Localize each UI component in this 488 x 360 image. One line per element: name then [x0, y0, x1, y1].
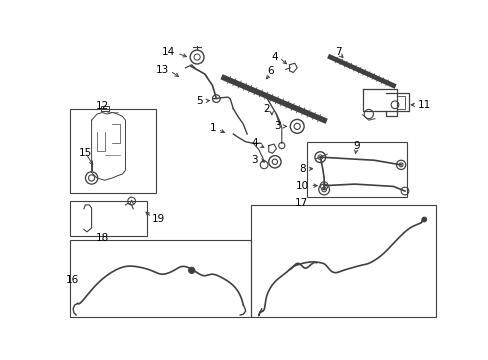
Text: 7: 7 — [334, 48, 341, 58]
Bar — [250, 205, 435, 316]
Circle shape — [421, 217, 426, 222]
Text: 19: 19 — [151, 214, 164, 224]
Text: 6: 6 — [266, 66, 273, 76]
Bar — [70, 239, 250, 316]
Text: 16: 16 — [65, 275, 79, 285]
Text: 4: 4 — [271, 52, 277, 62]
Bar — [306, 142, 407, 197]
Text: 10: 10 — [295, 181, 308, 191]
Bar — [70, 109, 156, 193]
Text: 2: 2 — [263, 104, 270, 114]
Bar — [70, 201, 147, 236]
Text: 14: 14 — [162, 48, 175, 58]
Text: 8: 8 — [299, 164, 305, 174]
Text: 9: 9 — [352, 141, 359, 150]
Text: 11: 11 — [417, 100, 430, 110]
Text: 3: 3 — [274, 121, 281, 131]
Text: 15: 15 — [79, 148, 92, 158]
Text: 1: 1 — [209, 123, 216, 133]
Text: 17: 17 — [294, 198, 307, 208]
Text: 3: 3 — [251, 155, 257, 165]
Text: 5: 5 — [196, 96, 203, 106]
Text: 18: 18 — [96, 233, 109, 243]
Text: 4: 4 — [251, 138, 257, 148]
Text: 13: 13 — [155, 65, 168, 75]
Text: 12: 12 — [96, 101, 109, 111]
Circle shape — [188, 267, 194, 274]
